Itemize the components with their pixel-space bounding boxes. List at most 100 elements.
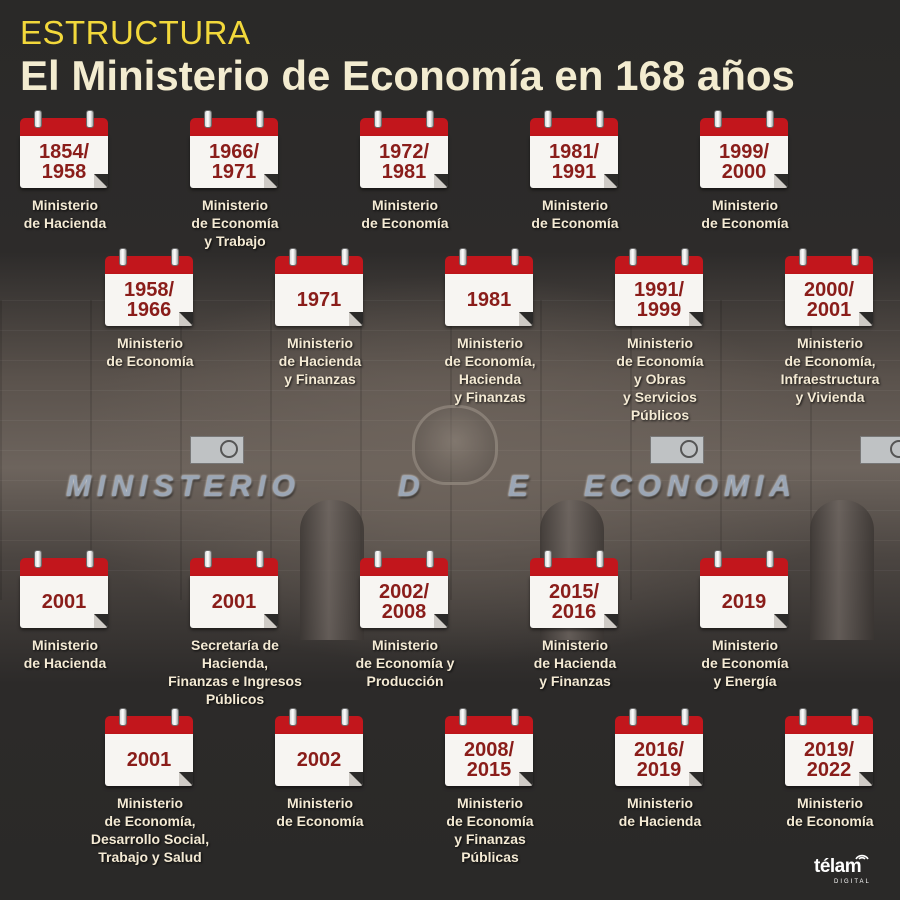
calendar-page: 1966/ 1971: [190, 136, 278, 188]
calendar-ring-icon: [171, 708, 179, 726]
calendar-page: 2016/ 2019: [615, 734, 703, 786]
calendar-page: 2000/ 2001: [785, 274, 873, 326]
calendar-ring-icon: [596, 110, 604, 128]
calendar-page: 1999/ 2000: [700, 136, 788, 188]
calendar-ring-icon: [714, 110, 722, 128]
calendar-ring-icon: [851, 248, 859, 266]
coat-of-arms-emblem: [412, 405, 498, 485]
calendar-page: 1971: [275, 274, 363, 326]
calendar-ring-icon: [544, 550, 552, 568]
calendar-icon: 1966/ 1971: [190, 110, 278, 188]
calendar-icon: 2002: [275, 708, 363, 786]
ministry-name: Ministerio de Economía: [106, 335, 194, 369]
calendar-ring-icon: [34, 110, 42, 128]
calendar-icon: 2008/ 2015: [445, 708, 533, 786]
page-curl: [689, 312, 703, 326]
ministry-name: Ministerio de Hacienda y Finanzas: [278, 335, 362, 387]
calendar-page: 1854/ 1958: [20, 136, 108, 188]
period-years: 2019: [721, 591, 767, 613]
page-curl: [264, 174, 278, 188]
period-years: 2002/ 2008: [378, 581, 430, 623]
calendar-ring-icon: [629, 708, 637, 726]
calendar-icon: 1972/ 1981: [360, 110, 448, 188]
page-curl: [604, 614, 618, 628]
calendar-ring-icon: [459, 708, 467, 726]
ministry-name: Ministerio de Economía: [701, 197, 789, 231]
page-curl: [519, 312, 533, 326]
calendar-icon: 2019: [700, 550, 788, 628]
calendar-page: 2008/ 2015: [445, 734, 533, 786]
calendar-ring-icon: [341, 708, 349, 726]
calendar-ring-icon: [459, 248, 467, 266]
period-years: 2001: [41, 591, 87, 613]
calendar-ring-icon: [204, 550, 212, 568]
page-curl: [179, 772, 193, 786]
ministry-name: Ministerio de Economía, Hacienda y Finan…: [444, 335, 536, 405]
calendar-ring-icon: [799, 248, 807, 266]
period-years: 2001: [126, 749, 172, 771]
calendar-icon: 1999/ 2000: [700, 110, 788, 188]
ministry-name: Ministerio de Hacienda: [23, 197, 107, 231]
ministry-name: Ministerio de Economía y Trabajo: [191, 197, 279, 249]
calendar-icon: 1981/ 1991: [530, 110, 618, 188]
period-years: 2002: [296, 749, 342, 771]
calendar-page: 2002/ 2008: [360, 576, 448, 628]
calendar-ring-icon: [426, 550, 434, 568]
calendar-page: 2002: [275, 734, 363, 786]
calendar-icon: 2016/ 2019: [615, 708, 703, 786]
calendar-icon: 1971: [275, 248, 363, 326]
page-curl: [434, 614, 448, 628]
period-years: 2001: [211, 591, 257, 613]
calendar-ring-icon: [289, 708, 297, 726]
calendar-ring-icon: [766, 550, 774, 568]
ministry-name: Ministerio de Economía y Obras y Servici…: [616, 335, 704, 423]
calendar-page: 2001: [190, 576, 278, 628]
calendar-ring-icon: [204, 110, 212, 128]
calendar-icon: 1854/ 1958: [20, 110, 108, 188]
page-curl: [94, 614, 108, 628]
page-curl: [859, 772, 873, 786]
signal-icon: [855, 854, 869, 860]
calendar-ring-icon: [596, 550, 604, 568]
page-curl: [349, 312, 363, 326]
air-conditioner-right: [650, 436, 704, 464]
calendar-icon: 2001: [105, 708, 193, 786]
ministry-name: Ministerio de Economía y Finanzas Públic…: [446, 795, 534, 865]
ministry-name: Ministerio de Economía y Energía: [701, 637, 789, 689]
calendar-page: 2019: [700, 576, 788, 628]
calendar-ring-icon: [426, 110, 434, 128]
period-years: 1981/ 1991: [548, 141, 600, 183]
period-years: 1971: [296, 289, 342, 311]
calendar-ring-icon: [714, 550, 722, 568]
page-curl: [94, 174, 108, 188]
calendar-icon: 2002/ 2008: [360, 550, 448, 628]
ministry-name: Ministerio de Economía: [786, 795, 874, 829]
ministry-name: Secretaría de Hacienda, Finanzas e Ingre…: [168, 637, 302, 707]
period-years: 1958/ 1966: [123, 279, 175, 321]
calendar-ring-icon: [374, 550, 382, 568]
calendar-icon: 2001: [20, 550, 108, 628]
building-sign-ministerio: MINISTERIO: [66, 470, 302, 503]
page-curl: [604, 174, 618, 188]
calendar-icon: 2001: [190, 550, 278, 628]
calendar-ring-icon: [851, 708, 859, 726]
calendar-ring-icon: [86, 110, 94, 128]
calendar-page: 1958/ 1966: [105, 274, 193, 326]
ministry-name: Ministerio de Economía, Desarrollo Socia…: [90, 795, 210, 865]
period-years: 1981: [466, 289, 512, 311]
section-kicker: ESTRUCTURA: [20, 14, 251, 51]
page-curl: [519, 772, 533, 786]
period-years: 1991/ 1999: [633, 279, 685, 321]
calendar-icon: 2019/ 2022: [785, 708, 873, 786]
calendar-page: 2015/ 2016: [530, 576, 618, 628]
page-curl: [264, 614, 278, 628]
calendar-icon: 2000/ 2001: [785, 248, 873, 326]
calendar-ring-icon: [119, 708, 127, 726]
page-curl: [179, 312, 193, 326]
page-curl: [689, 772, 703, 786]
calendar-ring-icon: [799, 708, 807, 726]
building-sign-de: D E: [398, 470, 569, 503]
calendar-ring-icon: [171, 248, 179, 266]
calendar-page: 1991/ 1999: [615, 274, 703, 326]
calendar-ring-icon: [681, 708, 689, 726]
